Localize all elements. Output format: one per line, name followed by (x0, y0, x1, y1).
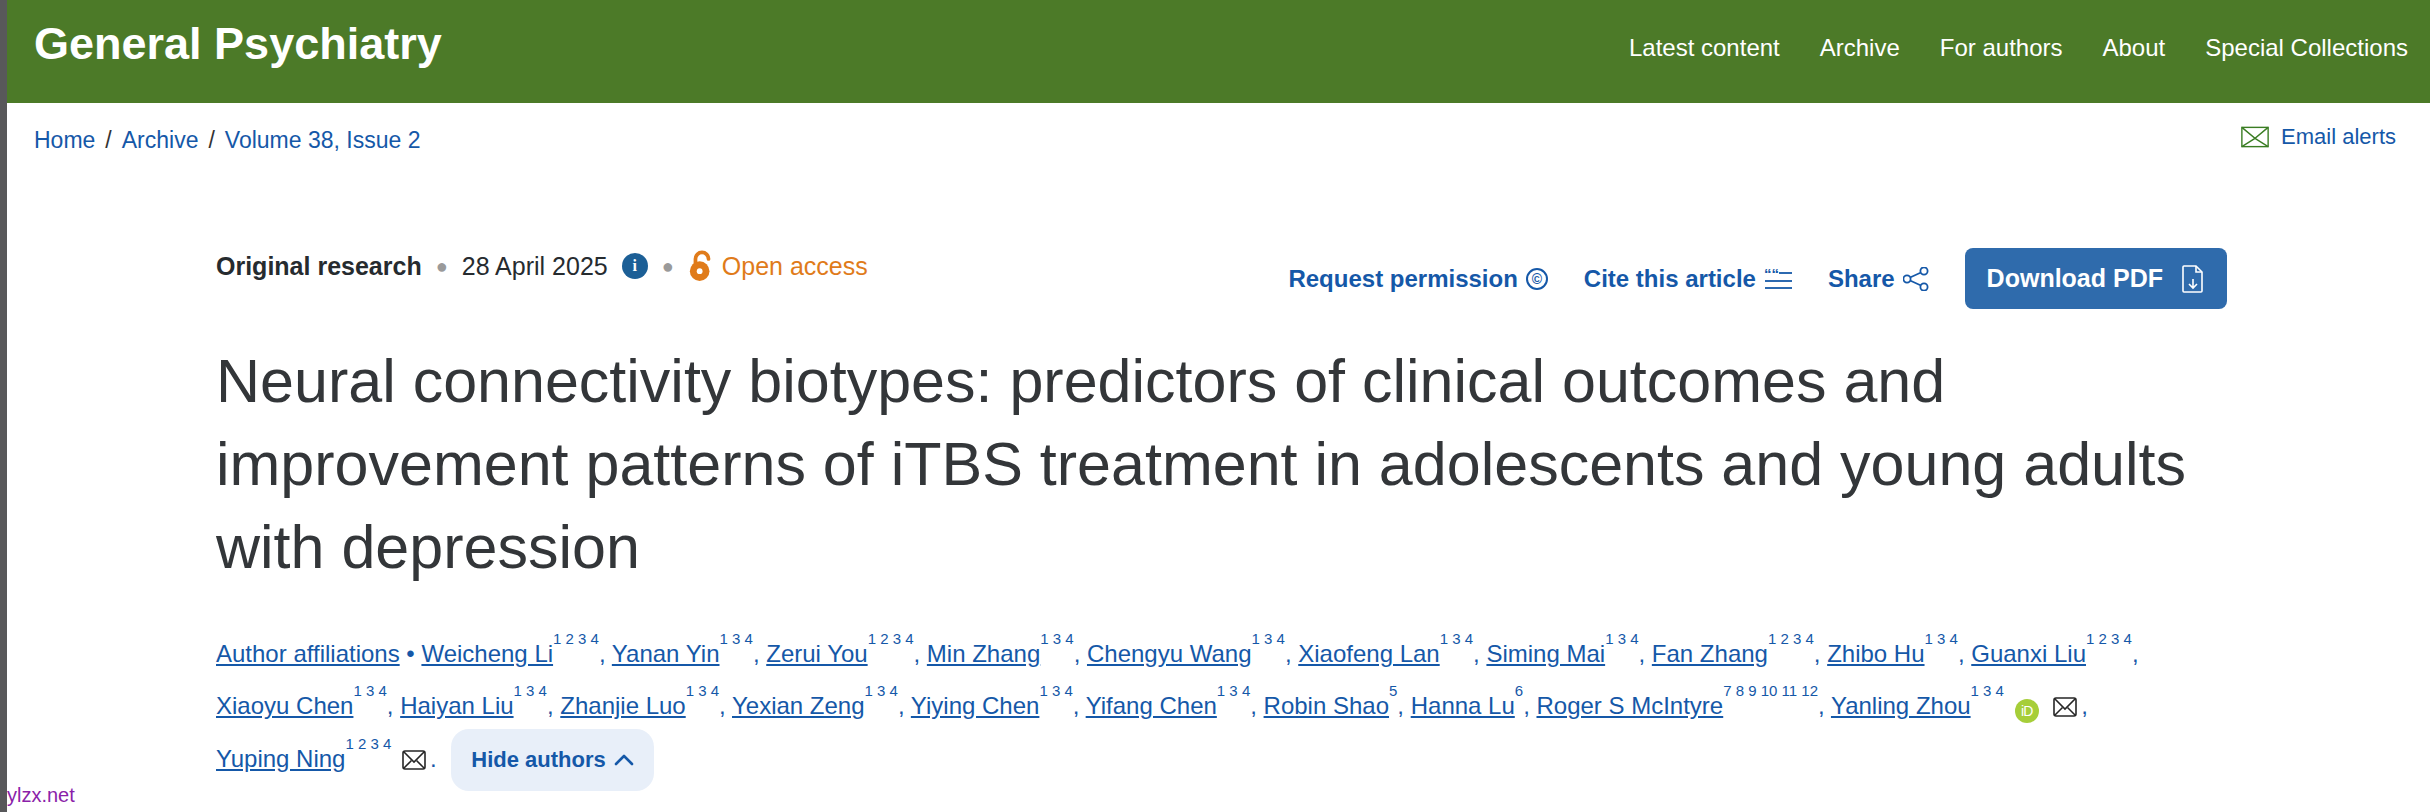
svg-text:““: ““ (1764, 267, 1779, 282)
